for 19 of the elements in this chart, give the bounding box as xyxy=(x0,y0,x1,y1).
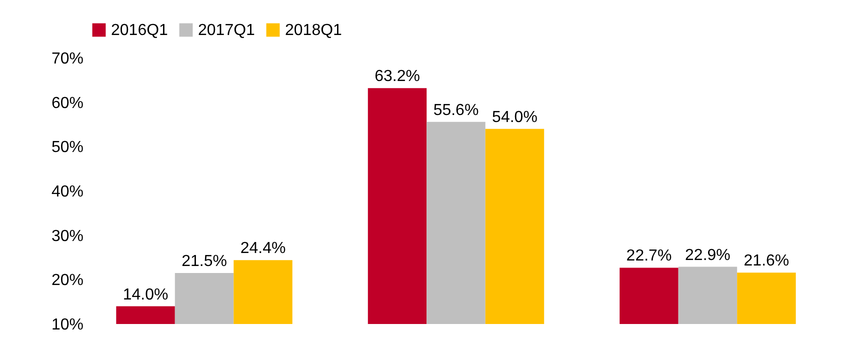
legend-label: 2018Q1 xyxy=(285,22,342,39)
data-label: 55.6% xyxy=(433,102,479,119)
data-label: 21.5% xyxy=(182,253,227,270)
data-label: 14.0% xyxy=(122,286,168,304)
y-tick-label: 30% xyxy=(51,228,84,245)
data-label: 24.4% xyxy=(240,240,286,258)
y-tick-label: 20% xyxy=(51,272,84,290)
y-tick-label: 70% xyxy=(51,50,84,68)
data-label: 21.6% xyxy=(744,252,790,270)
data-label: 22.7% xyxy=(626,248,672,265)
y-tick-label: 10% xyxy=(51,316,84,334)
data-label: 54.0% xyxy=(492,108,538,126)
data-label: 63.2% xyxy=(374,68,420,86)
y-tick-label: 60% xyxy=(51,94,84,112)
y-tick-label: 50% xyxy=(51,139,84,156)
data-label: 22.9% xyxy=(685,246,730,264)
legend-label: 2016Q1 xyxy=(111,22,168,39)
legend-label: 2017Q1 xyxy=(198,22,256,39)
y-tick-label: 40% xyxy=(51,184,84,200)
